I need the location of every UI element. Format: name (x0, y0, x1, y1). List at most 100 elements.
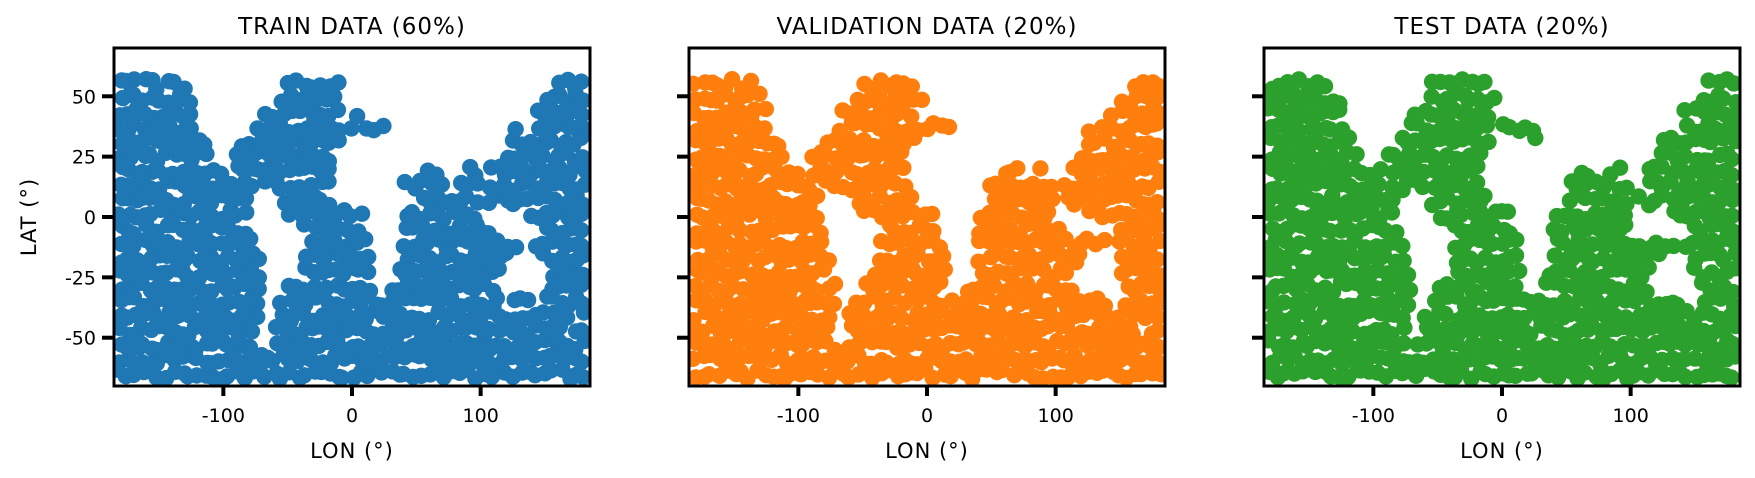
scatter-point (1291, 122, 1308, 140)
scatter-point (1576, 280, 1593, 297)
scatter-point (1724, 335, 1740, 353)
scatter-point (1039, 318, 1057, 335)
scatter-point (1394, 309, 1411, 326)
x-tick-label: 100 (1038, 405, 1074, 427)
scatter-point (1499, 203, 1517, 220)
scatter-point (1340, 129, 1358, 146)
scatter-point (1331, 95, 1348, 112)
scatter-point (1724, 283, 1740, 301)
x-axis: -100 0 100 (202, 386, 499, 427)
scatter-point (1507, 247, 1525, 264)
scatter-point (1399, 266, 1417, 284)
x-tick-label: 100 (1613, 405, 1649, 427)
scatter-point (1401, 281, 1419, 299)
scatter-point (1715, 251, 1732, 269)
scatter-point (925, 223, 942, 240)
scatter-point (242, 230, 259, 248)
scatter-point (770, 137, 787, 155)
scatter-point (1725, 75, 1740, 92)
scatter-point (179, 248, 196, 265)
x-tick-label: 0 (1496, 405, 1508, 427)
y-axis: 50 25 0 -25 -50 (65, 86, 114, 350)
scatter-point (490, 260, 507, 277)
scatter-point (573, 353, 590, 370)
scatter-point (1316, 78, 1334, 95)
scatter-point (903, 108, 920, 125)
scatter-point (577, 162, 590, 180)
scatter-point (250, 250, 267, 268)
scatter-point (1727, 348, 1740, 365)
scatter-point (1394, 237, 1411, 255)
scatter-point (1372, 161, 1389, 178)
panel-train: TRAIN DATA (60%) -100 0 100 50 25 0 -25 -50 LO… (17, 14, 592, 463)
scatter-point (1298, 107, 1316, 125)
scatter-point (1724, 223, 1740, 240)
scatter-point (576, 176, 590, 193)
y-tick-label: 0 (84, 207, 96, 229)
scatter-point (534, 147, 551, 164)
scatter-point (1348, 146, 1365, 163)
scatter-point (789, 165, 806, 183)
scatter-point (751, 85, 768, 103)
y-tick-label: -25 (65, 267, 96, 289)
scatter-point (1399, 296, 1417, 314)
scatter-point (902, 188, 920, 206)
scatter-point (1150, 104, 1165, 122)
scatter-point (895, 159, 912, 176)
scatter-point (466, 210, 483, 227)
scatter-point (903, 78, 920, 95)
scatter-point (1508, 231, 1525, 248)
scatter-point (320, 153, 337, 170)
x-axis-label: LON (°) (310, 439, 394, 463)
y-axis (1252, 94, 1264, 340)
scatter-point (954, 334, 972, 351)
scatter-point (1150, 211, 1165, 228)
scatter-point (1468, 174, 1486, 191)
scatter-point (375, 117, 392, 135)
x-tick-label: 0 (921, 405, 933, 427)
scatter-point (812, 224, 829, 242)
y-tick-label: -50 (65, 328, 96, 350)
scatter-points (689, 71, 1165, 386)
scatter-point (1437, 305, 1454, 323)
scatter-point (250, 280, 267, 298)
scatter-point (1395, 252, 1412, 269)
y-tick-label: 25 (72, 147, 96, 169)
scatter-point (320, 173, 337, 190)
scatter-point (1524, 122, 1542, 140)
y-axis (677, 94, 689, 340)
x-axis-label: LON (°) (885, 439, 969, 463)
scatter-point (573, 106, 590, 124)
plot-area (114, 71, 590, 386)
scatter-point (1044, 190, 1061, 208)
scatter-point (1479, 109, 1497, 126)
scatter-point (488, 290, 505, 307)
chart-title: TEST DATA (20%) (1393, 14, 1609, 40)
scatter-point (1677, 368, 1694, 386)
scatter-point (757, 100, 774, 118)
scatter-point (1726, 107, 1740, 124)
scatter-points (1264, 71, 1740, 386)
scatter-point (125, 237, 142, 255)
scatter-point (326, 88, 343, 105)
scatter-point (878, 354, 895, 371)
scatter-point (359, 263, 377, 281)
scatter-point (1032, 160, 1049, 177)
scatter-point (574, 149, 590, 166)
scatter-point (578, 121, 590, 138)
scatter-point (243, 178, 260, 195)
scatter-point (217, 336, 235, 353)
scatter-point (1486, 89, 1503, 107)
chart-title: TRAIN DATA (60%) (237, 14, 466, 40)
scatter-point (1057, 264, 1075, 282)
scatter-point (329, 101, 347, 119)
scatter-point (573, 73, 590, 90)
scatter-point (574, 196, 590, 213)
scatter-point (893, 310, 910, 327)
scatter-point (756, 120, 773, 137)
scatter-point (330, 122, 347, 139)
scatter-point (241, 339, 259, 356)
scatter-point (333, 369, 350, 386)
y-tick-label: 50 (72, 86, 96, 108)
scatter-point (1150, 295, 1165, 312)
